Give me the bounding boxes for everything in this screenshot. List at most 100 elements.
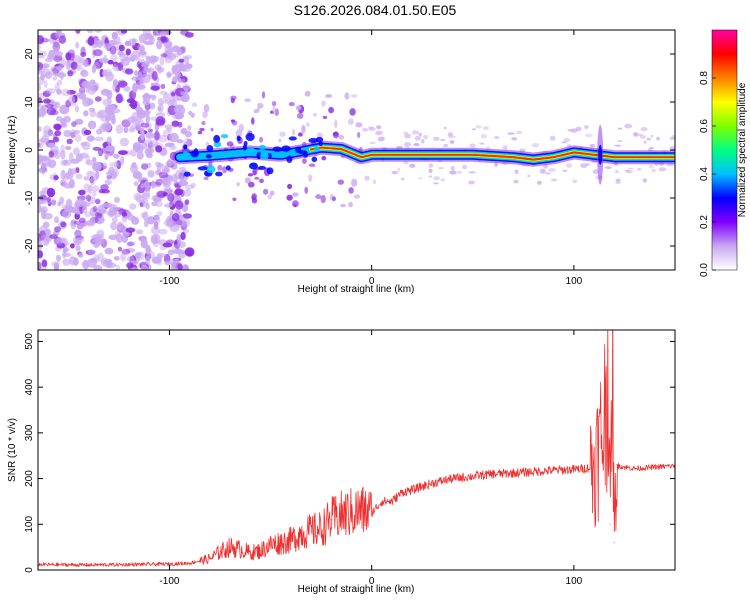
noise-blob	[151, 201, 158, 207]
noise-blob	[65, 60, 71, 70]
noise-blob	[46, 197, 51, 202]
noise-blob	[184, 55, 193, 60]
noise-blob	[147, 170, 155, 178]
noise-blob	[115, 93, 123, 104]
ridge-halo-blob	[469, 143, 476, 148]
noise-blob	[128, 127, 136, 133]
ridge-halo-blob	[480, 134, 488, 139]
noise-blob	[174, 258, 180, 264]
noise-blob	[140, 238, 148, 249]
noise-blob	[151, 180, 156, 189]
noise-blob	[41, 63, 50, 69]
ridge-spot	[311, 156, 318, 163]
snr-data-point	[401, 491, 403, 493]
ridge-halo-blob	[418, 132, 423, 137]
noise-blob	[68, 52, 75, 61]
noise-blob	[182, 228, 190, 234]
noise-blob	[75, 244, 81, 253]
noise-blob	[187, 250, 193, 256]
noise-blob	[81, 80, 91, 89]
noise-blob	[52, 76, 57, 81]
noise-blob	[60, 88, 71, 97]
y-tick-label: -20	[24, 238, 35, 253]
snr-data-point	[553, 469, 555, 471]
ridge-halo-blob	[404, 133, 411, 139]
noise-blob	[67, 70, 74, 77]
snr-data-point	[219, 551, 221, 553]
noise-blob	[158, 171, 169, 179]
noise-blob	[82, 97, 93, 106]
snr-data-point	[189, 562, 191, 564]
noise-blob	[181, 264, 190, 270]
ridge-spot	[286, 155, 293, 163]
ridge-spot	[190, 150, 199, 158]
noise-blob	[74, 118, 84, 125]
noise-blob	[184, 32, 194, 38]
noise-blob	[131, 76, 140, 81]
noise-blob	[78, 61, 83, 70]
ridge-spot	[245, 133, 255, 141]
noise-blob	[97, 109, 108, 119]
ridge-halo-blob	[510, 136, 518, 140]
noise-blob	[106, 174, 112, 180]
ridge-halo-blob	[580, 163, 588, 169]
transition-blob	[252, 170, 257, 176]
transition-blob	[328, 106, 334, 114]
transition-blob	[322, 115, 328, 119]
ridge-halo-blob	[615, 169, 619, 174]
noise-blob	[127, 241, 135, 246]
colorbar-tick-label: 0.0	[699, 263, 710, 277]
noise-blob	[174, 112, 185, 120]
noise-blob	[87, 249, 97, 255]
transition-blob	[257, 102, 264, 109]
transition-blob	[191, 102, 198, 108]
noise-blob	[113, 256, 120, 261]
noise-blob	[73, 220, 83, 225]
noise-blob	[162, 192, 168, 197]
noise-blob	[89, 207, 98, 217]
noise-blob	[136, 251, 145, 261]
transition-blob	[267, 194, 273, 200]
noise-blob	[177, 121, 183, 128]
noise-blob	[54, 82, 60, 93]
noise-blob	[81, 68, 86, 75]
noise-blob	[110, 221, 117, 231]
ridge-halo-blob	[516, 130, 522, 135]
colorbar-gradient	[712, 30, 737, 270]
noise-blob	[42, 212, 53, 220]
ridge-halo-blob	[397, 167, 401, 172]
noise-blob	[81, 261, 89, 267]
noise-blob	[178, 58, 185, 63]
spectrogram-y-axis-label: Frequency (Hz)	[7, 116, 18, 185]
noise-blob	[54, 226, 61, 233]
noise-blob	[56, 254, 61, 262]
ridge-halo-blob	[468, 171, 476, 174]
snr-data-point	[623, 466, 626, 468]
ridge-spot	[236, 135, 241, 142]
noise-blob	[74, 134, 82, 142]
transition-blob	[337, 179, 345, 185]
noise-blob	[144, 181, 150, 188]
transition-blob	[304, 90, 311, 97]
snr-data-point	[350, 512, 352, 514]
noise-blob	[86, 170, 95, 177]
noise-blob	[156, 211, 163, 217]
transition-blob	[348, 118, 354, 125]
noise-blob	[115, 30, 121, 33]
noise-blob	[115, 124, 124, 135]
transition-blob	[301, 124, 306, 134]
noise-blob	[78, 189, 86, 196]
noise-blob	[154, 130, 160, 141]
noise-blob	[148, 35, 154, 41]
noise-blob	[169, 145, 177, 150]
snr-data-point	[615, 464, 618, 466]
transition-blob	[202, 111, 208, 119]
ridge-halo-blob	[443, 126, 447, 130]
transition-blob	[251, 117, 255, 125]
ridge-halo-blob	[479, 142, 485, 145]
noise-blob	[39, 37, 50, 43]
noise-blob	[49, 110, 59, 116]
noise-blob	[142, 99, 151, 106]
noise-blob	[95, 198, 101, 205]
